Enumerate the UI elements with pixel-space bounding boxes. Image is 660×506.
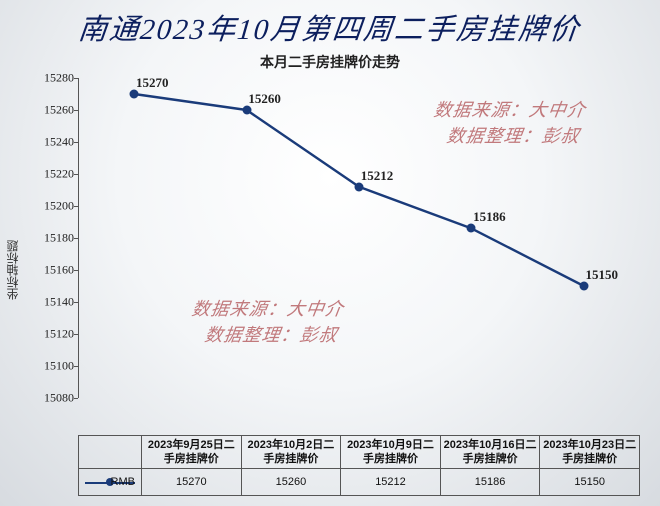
y-tick-label: 15080 (40, 391, 74, 406)
value-label: 15212 (361, 168, 394, 184)
y-tick-label: 15220 (40, 167, 74, 182)
table-cell: 15150 (540, 469, 640, 496)
table-cell: 15260 (241, 469, 341, 496)
value-label: 15270 (136, 75, 169, 91)
y-tick-label: 15140 (40, 295, 74, 310)
table-header-blank (79, 436, 142, 469)
y-tick-label: 15120 (40, 327, 74, 342)
y-tick-label: 15180 (40, 231, 74, 246)
table-header: 2023年9月25日二手房挂牌价 (142, 436, 242, 469)
table-header: 2023年10月16日二手房挂牌价 (440, 436, 540, 469)
data-marker (130, 90, 139, 99)
value-label: 15186 (473, 209, 506, 225)
y-tick-label: 15200 (40, 199, 74, 214)
data-marker (467, 224, 476, 233)
table-header: 2023年10月23日二手房挂牌价 (540, 436, 640, 469)
value-label: 15260 (248, 91, 281, 107)
table-cell: 15186 (440, 469, 540, 496)
chart-subtitle: 本月二手房挂牌价走势 (0, 52, 660, 72)
y-tick-mark (74, 398, 78, 399)
y-tick-label: 15100 (40, 359, 74, 374)
table-row: RMB 1527015260152121518615150 (79, 469, 640, 496)
y-tick-label: 15280 (40, 71, 74, 86)
legend-cell: RMB (79, 469, 142, 496)
chart-title: 南通2023年10月第四周二手房挂牌价 (0, 0, 660, 48)
table-header: 2023年10月2日二手房挂牌价 (241, 436, 341, 469)
watermark: 数据来源：大中介 数据整理：彭叔 (187, 296, 346, 348)
y-tick-label: 15240 (40, 135, 74, 150)
legend-label: RMB (111, 475, 135, 489)
watermark: 数据来源：大中介 数据整理：彭叔 (428, 97, 587, 149)
table-row: 2023年9月25日二手房挂牌价2023年10月2日二手房挂牌价2023年10月… (79, 436, 640, 469)
y-tick-label: 15160 (40, 263, 74, 278)
data-marker (355, 182, 364, 191)
data-marker (242, 106, 251, 115)
data-marker (579, 282, 588, 291)
table-header: 2023年10月9日二手房挂牌价 (341, 436, 441, 469)
table-cell: 15212 (341, 469, 441, 496)
y-tick-label: 15260 (40, 103, 74, 118)
table-cell: 15270 (142, 469, 242, 496)
y-axis-label: 坐标轴标题 (4, 240, 21, 300)
chart-card: 南通2023年10月第四周二手房挂牌价 本月二手房挂牌价走势 坐标轴标题 150… (0, 0, 660, 506)
data-table: 2023年9月25日二手房挂牌价2023年10月2日二手房挂牌价2023年10月… (78, 435, 640, 496)
value-label: 15150 (586, 267, 619, 283)
plot-area: 1508015100151201514015160151801520015220… (78, 78, 640, 398)
